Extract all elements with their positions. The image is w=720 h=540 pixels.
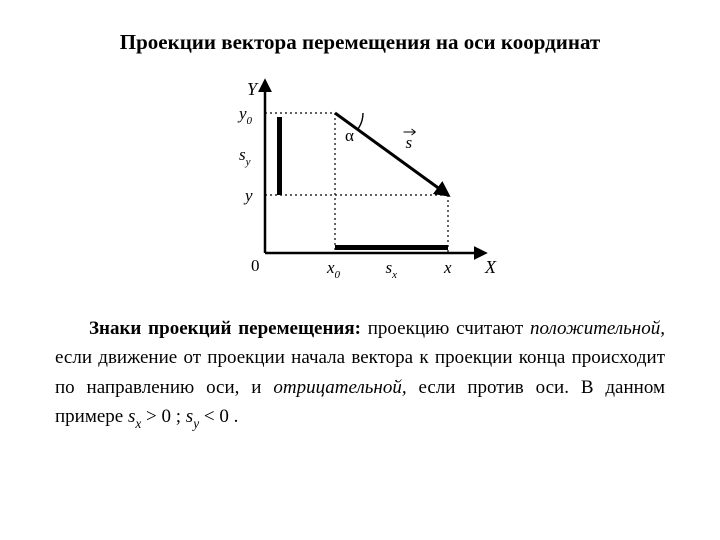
- math-period: .: [229, 406, 239, 427]
- explanation-paragraph: Знаки проекций перемещения: проекцию счи…: [55, 314, 665, 434]
- svg-text:α: α: [345, 126, 354, 145]
- svg-text:sy: sy: [239, 145, 251, 168]
- word-negative: отрицательной,: [273, 377, 406, 398]
- paragraph-lead: Знаки проекций перемещения:: [89, 318, 361, 339]
- math-sy-sub: y: [193, 416, 199, 431]
- math-gt: > 0: [141, 406, 171, 427]
- svg-text:sx: sx: [386, 258, 398, 281]
- svg-text:x: x: [443, 258, 452, 277]
- svg-text:x0: x0: [326, 258, 341, 281]
- svg-text:X: X: [484, 257, 497, 277]
- diagram-container: Y X 0 y0 sy y x0 sx x s α: [55, 73, 665, 288]
- svg-text:y0: y0: [237, 104, 253, 127]
- svg-text:y: y: [243, 186, 253, 205]
- projection-diagram: Y X 0 y0 sy y x0 sx x s α: [210, 73, 510, 288]
- math-lt: < 0: [199, 406, 229, 427]
- word-positive: положитель­ной,: [530, 318, 665, 339]
- svg-text:s: s: [406, 133, 413, 152]
- svg-text:0: 0: [251, 256, 260, 275]
- svg-text:Y: Y: [247, 79, 259, 99]
- para-t1: проекцию считают: [361, 318, 530, 339]
- math-sep: ;: [171, 406, 186, 427]
- math-sx-sub: x: [135, 416, 141, 431]
- page-title: Проекции вектора перемещения на оси коор…: [55, 30, 665, 55]
